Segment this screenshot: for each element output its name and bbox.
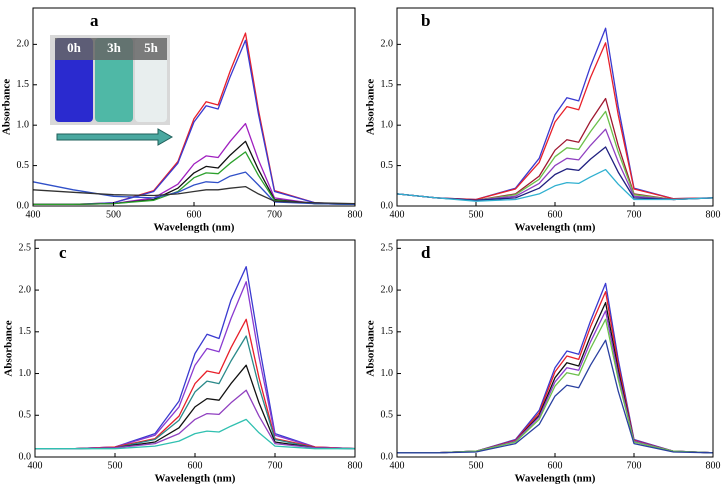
y-tick-label: 1.0 <box>19 368 32 379</box>
x-tick-label: 800 <box>348 460 363 471</box>
x-tick-label: 800 <box>348 209 363 220</box>
y-tick-label: 2.5 <box>381 243 394 254</box>
x-axis-title: Wavelength (nm) <box>154 222 235 234</box>
y-tick-label: 0.5 <box>17 160 30 171</box>
x-tick-label: 500 <box>469 209 484 220</box>
y-tick-label: 2.0 <box>381 284 394 295</box>
arrow <box>56 128 174 146</box>
spectrum-line <box>32 171 356 206</box>
plot-frame <box>396 239 714 458</box>
plot-frame <box>396 7 714 207</box>
spectrum-line <box>396 128 714 201</box>
inset-label: 0h <box>67 40 82 55</box>
spectrum-line <box>33 39 356 206</box>
x-tick-label: 500 <box>469 460 484 471</box>
spectrum-line <box>33 140 356 206</box>
spectrum-line <box>396 168 714 202</box>
spectrum-line <box>397 318 714 454</box>
panel-label: d <box>421 243 431 262</box>
y-tick-label: 2.0 <box>19 284 32 295</box>
y-tick-label: 0.0 <box>381 451 394 462</box>
x-tick-label: 400 <box>390 460 405 471</box>
inset-label: 5h <box>144 40 159 55</box>
spectrum-line <box>35 418 355 450</box>
spectrum-line <box>397 310 714 454</box>
y-axis-title: Absorbance <box>1 79 13 135</box>
inset: 0h 3h 5h <box>50 35 174 146</box>
y-tick-label: 0.0 <box>17 200 30 211</box>
y-axis-title: Absorbance <box>3 320 15 376</box>
spectrum-line <box>35 266 356 450</box>
spectrum-line <box>35 389 356 450</box>
spectrum-line <box>397 339 714 454</box>
panel-label: b <box>421 11 430 30</box>
panel-label: c <box>59 243 67 262</box>
y-axis-title: Absorbance <box>365 320 377 376</box>
y-tick-label: 0.0 <box>19 451 32 462</box>
x-tick-label: 800 <box>706 460 721 471</box>
y-tick-label: 0.5 <box>381 160 394 171</box>
x-tick-label: 700 <box>627 209 642 220</box>
y-tick-label: 1.5 <box>381 79 394 90</box>
y-tick-label: 1.0 <box>381 119 394 130</box>
x-tick-label: 600 <box>548 209 563 220</box>
y-tick-label: 2.5 <box>19 243 32 254</box>
y-axis-title: Absorbance <box>365 79 377 135</box>
spectrum-line <box>397 301 714 454</box>
spectrum-line <box>396 146 714 201</box>
y-tick-label: 1.5 <box>381 326 394 337</box>
x-tick-label: 400 <box>390 209 405 220</box>
x-tick-label: 600 <box>188 460 203 471</box>
vial-caps <box>55 38 167 60</box>
y-tick-label: 1.5 <box>17 79 30 90</box>
panel-label: a <box>90 11 99 30</box>
inset-label: 3h <box>107 40 122 55</box>
x-tick-label: 700 <box>268 460 283 471</box>
spectrum-line <box>35 281 356 450</box>
y-tick-label: 0.5 <box>19 410 32 421</box>
spectrum-line <box>35 364 356 450</box>
spectrum-line <box>33 151 356 206</box>
y-tick-label: 1.0 <box>381 368 394 379</box>
spectrum-line <box>32 185 356 205</box>
spectrum-line <box>396 42 714 201</box>
y-tick-label: 1.0 <box>17 119 30 130</box>
plot-frame <box>34 239 356 458</box>
spectrum-line <box>35 318 356 450</box>
x-axis-title: Wavelength (nm) <box>515 473 596 485</box>
y-tick-label: 2.0 <box>381 39 394 50</box>
x-tick-label: 500 <box>108 460 123 471</box>
y-tick-label: 0.5 <box>381 410 394 421</box>
spectrum-line <box>397 282 714 454</box>
x-tick-label: 800 <box>706 209 721 220</box>
x-tick-label: 700 <box>627 460 642 471</box>
x-tick-label: 600 <box>187 209 202 220</box>
y-tick-label: 2.0 <box>17 39 30 50</box>
x-axis-title: Wavelength (nm) <box>515 222 596 234</box>
x-tick-label: 700 <box>267 209 282 220</box>
spectrum-line <box>397 291 714 454</box>
x-tick-label: 400 <box>26 209 41 220</box>
x-tick-label: 600 <box>548 460 563 471</box>
x-axis-title: Wavelength (nm) <box>155 473 236 485</box>
x-tick-label: 500 <box>106 209 121 220</box>
spectrum-line <box>396 110 714 201</box>
y-tick-label: 1.5 <box>19 326 32 337</box>
x-tick-label: 400 <box>28 460 43 471</box>
y-tick-label: 0.0 <box>381 200 394 211</box>
